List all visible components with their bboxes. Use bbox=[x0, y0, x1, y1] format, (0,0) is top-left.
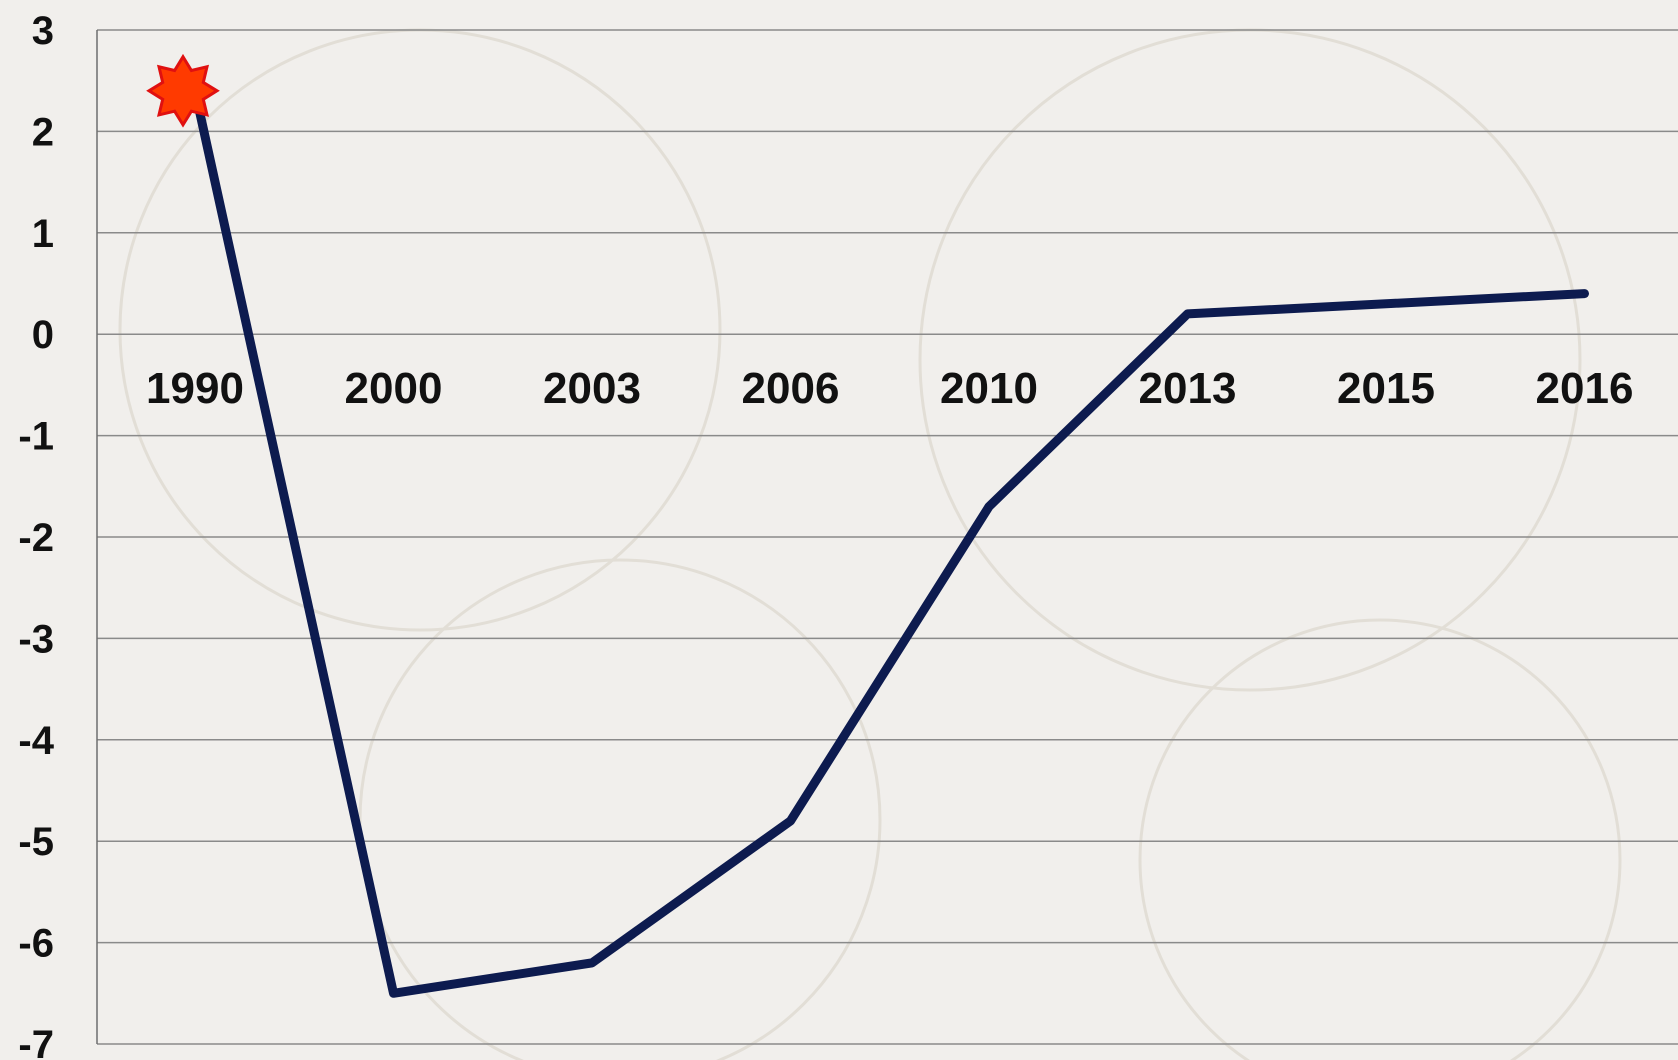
x-tick-label: 2006 bbox=[742, 364, 840, 413]
data-point bbox=[1384, 301, 1388, 306]
y-tick-label: -3 bbox=[18, 617, 54, 661]
x-tick-label: 2003 bbox=[543, 364, 641, 413]
y-tick-label: -6 bbox=[18, 922, 54, 966]
star-marker-icon bbox=[146, 53, 220, 128]
y-tick-label: -1 bbox=[18, 415, 54, 459]
x-tick-label: 2013 bbox=[1139, 364, 1237, 413]
y-tick-label: -7 bbox=[18, 1023, 54, 1060]
series-line bbox=[190, 86, 1589, 998]
y-tick-label: -2 bbox=[18, 516, 54, 560]
x-tick-label: 2015 bbox=[1337, 364, 1435, 413]
data-point bbox=[391, 991, 396, 996]
data-point bbox=[788, 818, 793, 823]
y-tick-label: 2 bbox=[32, 110, 54, 154]
x-axis-tick-labels: 1990 2000 2003 2006 2010 2013 2015 2016 bbox=[146, 364, 1633, 413]
y-tick-label: 0 bbox=[32, 313, 54, 357]
data-point bbox=[590, 960, 594, 965]
x-tick-label: 1990 bbox=[146, 364, 244, 413]
y-tick-label: 3 bbox=[32, 9, 54, 53]
x-tick-label: 2016 bbox=[1536, 364, 1634, 413]
y-tick-label: -4 bbox=[18, 719, 54, 763]
data-point bbox=[1185, 311, 1190, 316]
x-tick-label: 2010 bbox=[940, 364, 1038, 413]
data-point bbox=[1582, 291, 1587, 296]
y-tick-label: 1 bbox=[32, 212, 54, 256]
data-point bbox=[987, 504, 991, 509]
y-axis-tick-labels: 3 2 1 0 -1 -2 -3 -4 -5 -6 -7 bbox=[18, 9, 54, 1060]
marker-group bbox=[146, 53, 220, 128]
y-tick-label: -5 bbox=[18, 820, 54, 864]
x-tick-label: 2000 bbox=[345, 364, 443, 413]
